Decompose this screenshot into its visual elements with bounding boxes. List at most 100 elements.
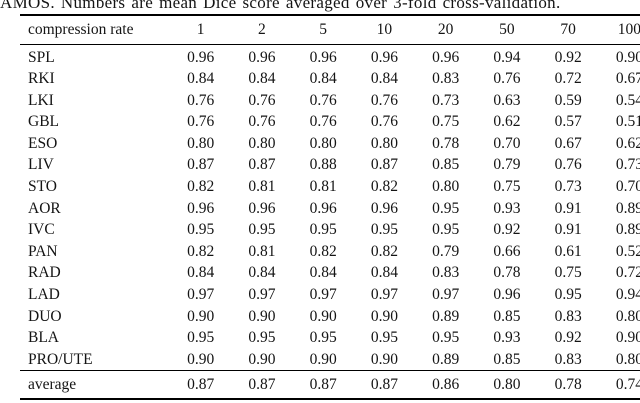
average-label: average [28,375,77,393]
dice-score-cell: 0.95 [370,329,398,347]
row-label: PAN [28,242,58,260]
dice-score-cell: 0.95 [432,329,460,347]
dice-score-cell: 0.85 [493,307,521,325]
dice-score-cell: 0.82 [187,178,215,196]
dice-score-cell: 0.89 [432,350,460,368]
dice-score-cell: 0.75 [554,264,582,282]
average-score-cell: 0.80 [493,375,521,393]
dice-score-cell: 0.91 [554,199,582,217]
row-label: PRO/UTE [28,350,93,368]
dice-score-cell: 0.80 [187,134,215,152]
dice-score-cell: 0.79 [493,156,521,174]
dice-score-cell: 0.94 [493,48,521,66]
dice-score-cell: 0.96 [187,48,215,66]
dice-score-cell: 0.84 [187,70,215,88]
dice-score-cell: 0.90 [370,307,398,325]
dice-score-cell: 0.76 [248,113,276,131]
table-row: RKI 0.84 0.84 0.84 0.84 0.83 0.76 0.72 0.67 [20,68,640,90]
dice-score-cell: 0.75 [432,113,460,131]
dice-score-cell: 0.90 [615,48,640,66]
dice-score-cell: 0.81 [309,178,337,196]
average-score-cell: 0.74 [615,375,640,393]
table-row: RAD 0.84 0.84 0.84 0.84 0.83 0.78 0.75 0.72 [20,262,640,284]
dice-score-cell: 0.82 [309,242,337,260]
table-row: STO 0.82 0.81 0.81 0.82 0.80 0.75 0.73 0.70 [20,176,640,198]
dice-score-cell: 0.57 [554,113,582,131]
dice-score-cell: 0.89 [615,221,640,239]
row-label: LKI [28,91,54,109]
table-caption: AMOS. Numbers are mean Dice score averag… [0,0,561,12]
table-row: ESO 0.80 0.80 0.80 0.80 0.78 0.70 0.67 0.62 [20,133,640,155]
header-label-cell: compression rate [28,20,134,38]
dice-score-cell: 0.76 [309,113,337,131]
dice-score-cell: 0.90 [248,350,276,368]
dice-score-cell: 0.90 [370,350,398,368]
table-row: LKI 0.76 0.76 0.76 0.76 0.73 0.63 0.59 0.54 [20,90,640,112]
dice-score-cell: 0.66 [493,242,521,260]
dice-score-cell: 0.72 [615,264,640,282]
dice-score-cell: 0.93 [493,199,521,217]
table-foot: average 0.87 0.87 0.87 0.87 0.86 0.80 0.78 0.74 [20,370,640,399]
dice-score-cell: 0.76 [493,70,521,88]
table-row: PRO/UTE 0.90 0.90 0.90 0.90 0.89 0.85 0.83 0.80 [20,349,640,371]
table-row: DUO 0.90 0.90 0.90 0.90 0.89 0.85 0.83 0.80 [20,306,640,328]
dice-score-cell: 0.95 [187,329,215,347]
row-label: DUO [28,307,62,325]
dice-score-cell: 0.76 [370,113,398,131]
dice-score-cell: 0.73 [554,178,582,196]
dice-score-cell: 0.90 [309,350,337,368]
dice-score-cell: 0.90 [187,350,215,368]
dice-score-cell: 0.96 [370,199,398,217]
dice-score-cell: 0.95 [432,221,460,239]
row-label: STO [28,178,58,196]
dice-score-cell: 0.96 [309,199,337,217]
dice-score-cell: 0.76 [370,91,398,109]
header-rate-cell: 50 [499,20,515,38]
dice-score-cell: 0.54 [615,91,640,109]
row-label: IVC [28,221,55,239]
dice-score-cell: 0.51 [615,113,640,131]
table-row: GBL 0.76 0.76 0.76 0.76 0.75 0.62 0.57 0.51 [20,111,640,133]
row-label: SPL [28,48,55,66]
dice-score-cell: 0.87 [370,156,398,174]
table-row: BLA 0.95 0.95 0.95 0.95 0.95 0.93 0.92 0.90 [20,327,640,349]
dice-score-cell: 0.92 [554,48,582,66]
header-rate-cell: 70 [560,20,576,38]
dice-score-cell: 0.78 [493,264,521,282]
dice-score-cell: 0.96 [309,48,337,66]
dice-score-cell: 0.67 [554,134,582,152]
average-score-cell: 0.87 [248,375,276,393]
dice-score-cell: 0.70 [493,134,521,152]
header-rate-cell: 10 [376,20,393,38]
dice-score-cell: 0.81 [248,178,276,196]
header-row: compression rate 1 2 5 10 20 50 70 100 [20,15,640,44]
dice-score-cell: 0.90 [248,307,276,325]
table-head: compression rate 1 2 5 10 20 50 70 100 [20,15,640,44]
dice-score-cell: 0.83 [432,70,460,88]
row-label: LAD [28,286,60,304]
dice-score-cell: 0.90 [187,307,215,325]
dice-score-cell: 0.97 [370,286,398,304]
dice-score-cell: 0.97 [248,286,276,304]
dice-score-cell: 0.95 [554,286,582,304]
average-score-cell: 0.78 [554,375,582,393]
dice-score-cell: 0.89 [432,307,460,325]
dice-score-cell: 0.84 [309,264,337,282]
dice-score-cell: 0.95 [248,221,276,239]
dice-score-cell: 0.76 [248,91,276,109]
dice-score-cell: 0.72 [554,70,582,88]
dice-score-cell: 0.82 [370,178,398,196]
dice-score-cell: 0.84 [248,264,276,282]
dice-score-cell: 0.76 [309,91,337,109]
dice-score-cell: 0.96 [370,48,398,66]
dice-score-cell: 0.80 [432,178,460,196]
dice-score-cell: 0.80 [370,134,398,152]
dice-score-cell: 0.83 [554,307,582,325]
dice-score-cell: 0.96 [248,48,276,66]
dice-score-cell: 0.97 [187,286,215,304]
dice-score-cell: 0.95 [248,329,276,347]
table-row: LIV 0.87 0.87 0.88 0.87 0.85 0.79 0.76 0.73 [20,154,640,176]
row-label: LIV [28,156,54,174]
dice-score-cell: 0.52 [615,242,640,260]
